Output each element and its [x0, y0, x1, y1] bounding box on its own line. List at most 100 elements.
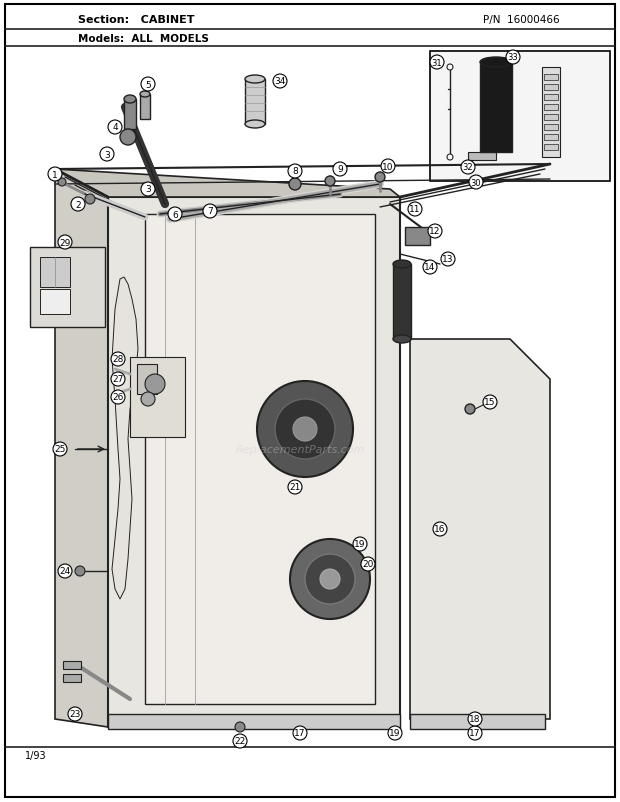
Circle shape [108, 121, 122, 135]
Circle shape [275, 399, 335, 460]
Text: 5: 5 [145, 80, 151, 89]
Bar [63, 674, 81, 683]
Circle shape [430, 56, 444, 70]
Text: 3: 3 [145, 185, 151, 194]
Circle shape [468, 712, 482, 726]
Circle shape [141, 183, 155, 196]
Circle shape [141, 392, 155, 407]
Text: 29: 29 [60, 238, 71, 247]
Polygon shape [55, 170, 108, 727]
Text: 30: 30 [471, 178, 481, 187]
Bar [468, 153, 496, 160]
Text: P/N  16000466: P/N 16000466 [484, 15, 560, 25]
Circle shape [441, 253, 455, 267]
Bar [40, 290, 70, 314]
Text: Section:   CABINET: Section: CABINET [78, 15, 195, 25]
Circle shape [68, 707, 82, 721]
Bar [137, 365, 157, 395]
Circle shape [111, 391, 125, 404]
Text: 31: 31 [432, 59, 442, 67]
Text: 19: 19 [389, 728, 401, 738]
Ellipse shape [140, 92, 150, 98]
Text: 17: 17 [294, 728, 306, 738]
Polygon shape [410, 339, 550, 719]
Polygon shape [112, 277, 138, 599]
Circle shape [120, 130, 136, 146]
Circle shape [293, 726, 307, 740]
Circle shape [58, 179, 66, 187]
Text: 9: 9 [337, 165, 343, 174]
Bar [393, 265, 411, 339]
Circle shape [168, 208, 182, 221]
Bar [542, 68, 560, 158]
Circle shape [483, 395, 497, 410]
Text: 34: 34 [274, 78, 286, 87]
Text: 13: 13 [442, 255, 454, 264]
Ellipse shape [245, 76, 265, 84]
Ellipse shape [480, 58, 512, 68]
Circle shape [305, 554, 355, 604]
Polygon shape [55, 170, 400, 198]
Bar [124, 100, 136, 130]
Text: 15: 15 [484, 398, 496, 407]
Circle shape [71, 198, 85, 212]
Text: 22: 22 [234, 736, 246, 746]
Text: 12: 12 [429, 227, 441, 237]
Circle shape [235, 722, 245, 732]
Bar [544, 125, 558, 131]
Circle shape [381, 160, 395, 174]
Circle shape [388, 726, 402, 740]
Text: Models:  ALL  MODELS: Models: ALL MODELS [78, 34, 209, 44]
Circle shape [111, 353, 125, 367]
Circle shape [447, 65, 453, 71]
Circle shape [48, 168, 62, 182]
Polygon shape [108, 198, 400, 727]
Circle shape [361, 557, 375, 571]
Circle shape [325, 176, 335, 187]
Text: 25: 25 [55, 445, 66, 454]
Text: 7: 7 [207, 207, 213, 217]
Text: 11: 11 [409, 205, 421, 214]
Text: 10: 10 [383, 162, 394, 172]
Bar [130, 358, 185, 437]
Text: 17: 17 [469, 728, 481, 738]
Circle shape [333, 163, 347, 176]
Text: 14: 14 [424, 263, 436, 272]
Text: ReplacementParts.com: ReplacementParts.com [235, 444, 365, 455]
Circle shape [375, 172, 385, 183]
Bar [140, 95, 150, 119]
Text: 6: 6 [172, 210, 178, 219]
Text: 19: 19 [354, 540, 366, 549]
Bar [544, 135, 558, 141]
Text: 1/93: 1/93 [25, 750, 46, 760]
Text: 3: 3 [104, 150, 110, 160]
Circle shape [433, 522, 447, 537]
Text: 18: 18 [469, 715, 481, 723]
Circle shape [53, 443, 67, 456]
Circle shape [288, 480, 302, 494]
Text: 20: 20 [362, 560, 374, 569]
Circle shape [506, 51, 520, 65]
Circle shape [447, 155, 453, 160]
Polygon shape [55, 170, 400, 198]
Bar [410, 714, 545, 729]
Bar [544, 105, 558, 111]
Circle shape [468, 726, 482, 740]
Circle shape [290, 539, 370, 619]
Text: 16: 16 [434, 525, 446, 534]
Text: 27: 27 [112, 375, 123, 384]
Circle shape [58, 565, 72, 578]
Bar [544, 95, 558, 101]
Circle shape [465, 404, 475, 415]
Circle shape [111, 373, 125, 387]
Circle shape [203, 205, 217, 219]
Bar [145, 215, 375, 704]
Bar [544, 115, 558, 121]
Circle shape [85, 195, 95, 205]
Text: 1: 1 [52, 170, 58, 180]
Text: 2: 2 [75, 200, 81, 209]
Circle shape [408, 203, 422, 217]
Circle shape [289, 179, 301, 191]
Bar [63, 661, 81, 669]
Bar [544, 85, 558, 91]
